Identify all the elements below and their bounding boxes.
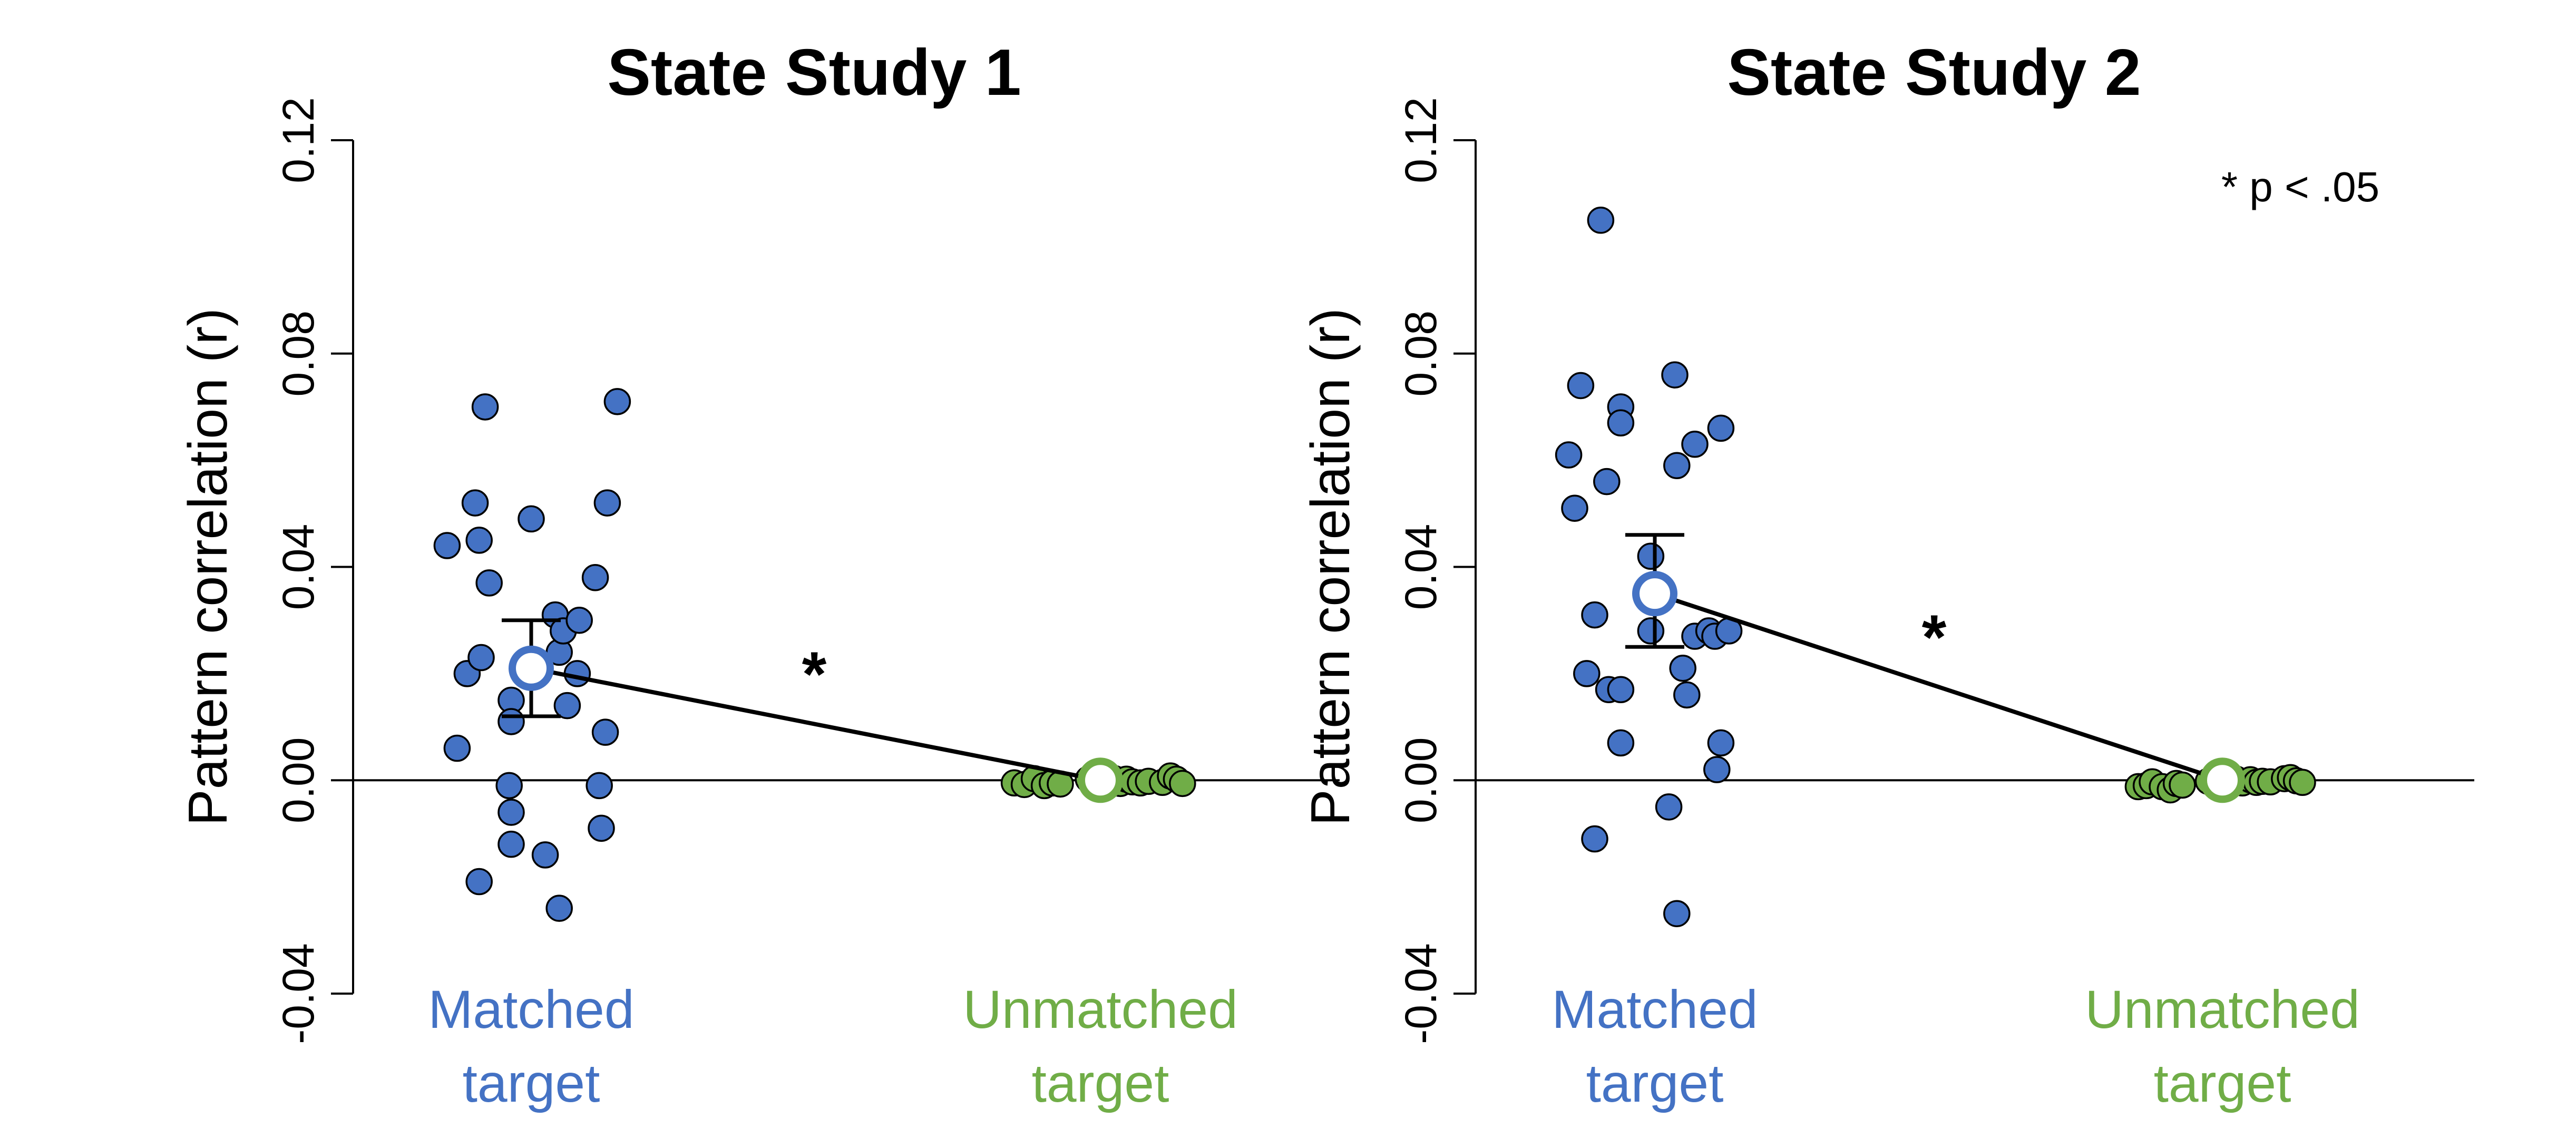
chart-title: State Study 1 xyxy=(607,36,1021,109)
panel-state-study-1: State Study 1 -0.04 0.00 0.04 0.08 0.12 Patter… xyxy=(178,36,1340,1113)
y-tick-label: 0.08 xyxy=(274,310,323,397)
matched-data-point xyxy=(443,734,471,762)
matched-data-point xyxy=(588,814,615,842)
matched-data-point xyxy=(581,563,609,591)
matched-data-point xyxy=(1663,452,1691,479)
matched-data-point xyxy=(1681,431,1709,458)
y-tick-label: 0.00 xyxy=(1396,737,1446,824)
y-tick-label: 0.08 xyxy=(1396,310,1446,397)
matched-data-point xyxy=(518,505,545,533)
unmatched-mean-marker xyxy=(2200,757,2245,803)
mean-connector-line xyxy=(531,666,1101,783)
y-tick-label: 0.12 xyxy=(274,97,323,183)
y-tick-label: 0.04 xyxy=(274,524,323,610)
unmatched-mean-marker xyxy=(1078,757,1123,803)
matched-data-point xyxy=(1587,207,1615,234)
category-label-matched-line1: Matched xyxy=(1552,979,1758,1039)
category-label-matched-line1: Matched xyxy=(428,979,634,1039)
matched-data-point xyxy=(1555,441,1583,469)
mean-connector-line xyxy=(1654,591,2223,783)
unmatched-data-point xyxy=(2169,771,2196,799)
y-tick-label: 0.00 xyxy=(274,737,323,824)
y-tick-label: 0.04 xyxy=(1396,524,1446,610)
matched-data-point xyxy=(497,708,525,735)
matched-data-point xyxy=(1655,793,1683,821)
matched-data-point xyxy=(565,606,593,634)
category-label-unmatched-line2: target xyxy=(1032,1053,1169,1113)
matched-data-point xyxy=(1637,542,1665,570)
matched-data-point xyxy=(1673,681,1701,709)
y-tick-label: -0.04 xyxy=(274,943,323,1044)
matched-data-point xyxy=(1561,494,1588,522)
matched-data-point xyxy=(465,868,493,896)
significance-star: * xyxy=(1922,602,1947,673)
matched-data-point xyxy=(433,532,461,559)
matched-data-point xyxy=(1707,729,1735,757)
matched-data-point xyxy=(603,388,631,415)
matched-data-point xyxy=(475,569,503,597)
unmatched-data-point xyxy=(2289,769,2316,796)
matched-mean-marker xyxy=(509,645,554,691)
category-label-unmatched-line1: Unmatched xyxy=(2085,979,2360,1039)
p-value-annotation: * p < .05 xyxy=(2221,163,2379,210)
category-label-matched-line2: target xyxy=(463,1053,600,1113)
matched-data-point xyxy=(1581,601,1608,629)
matched-data-point xyxy=(1637,617,1665,645)
unmatched-data-point xyxy=(1169,770,1196,798)
matched-data-point xyxy=(465,527,493,554)
matched-data-point xyxy=(1663,900,1691,927)
matched-data-point xyxy=(1703,756,1731,783)
matched-data-point xyxy=(497,830,525,858)
matched-data-point xyxy=(1567,372,1595,400)
significance-star: * xyxy=(802,639,827,709)
y-axis-label: Pattern correlation (r) xyxy=(1300,308,1361,826)
category-label-matched-line2: target xyxy=(1586,1053,1724,1113)
matched-data-point xyxy=(1707,414,1735,442)
matched-data-point xyxy=(1607,676,1635,703)
matched-data-point xyxy=(586,772,613,800)
matched-data-point xyxy=(471,393,499,421)
matched-data-point xyxy=(461,489,489,517)
matched-data-point xyxy=(1593,468,1621,495)
y-tick-label: -0.04 xyxy=(1396,943,1446,1044)
matched-data-point xyxy=(1661,361,1689,388)
matched-data-point xyxy=(553,692,581,720)
chart-title: State Study 2 xyxy=(1727,36,2141,109)
panel-state-study-2: State Study 2 -0.04 0.00 0.04 0.08 0.12 Patter… xyxy=(1300,36,2474,1113)
matched-data-point xyxy=(1607,409,1635,437)
matched-data-point xyxy=(495,772,523,800)
y-tick-label: 0.12 xyxy=(1396,97,1446,183)
matched-data-point xyxy=(1581,825,1608,853)
matched-data-point xyxy=(1669,655,1696,682)
category-label-unmatched-line2: target xyxy=(2154,1053,2291,1113)
matched-data-point xyxy=(467,644,495,672)
matched-data-point xyxy=(1607,729,1635,757)
matched-data-point xyxy=(545,895,573,922)
matched-data-point xyxy=(1573,660,1601,687)
matched-data-point xyxy=(531,841,559,869)
matched-mean-marker xyxy=(1632,571,1677,617)
matched-data-point xyxy=(497,799,525,826)
category-label-unmatched-line1: Unmatched xyxy=(963,979,1238,1039)
y-axis-label: Pattern correlation (r) xyxy=(178,308,239,826)
matched-data-point xyxy=(593,489,621,517)
matched-data-point xyxy=(591,718,619,746)
